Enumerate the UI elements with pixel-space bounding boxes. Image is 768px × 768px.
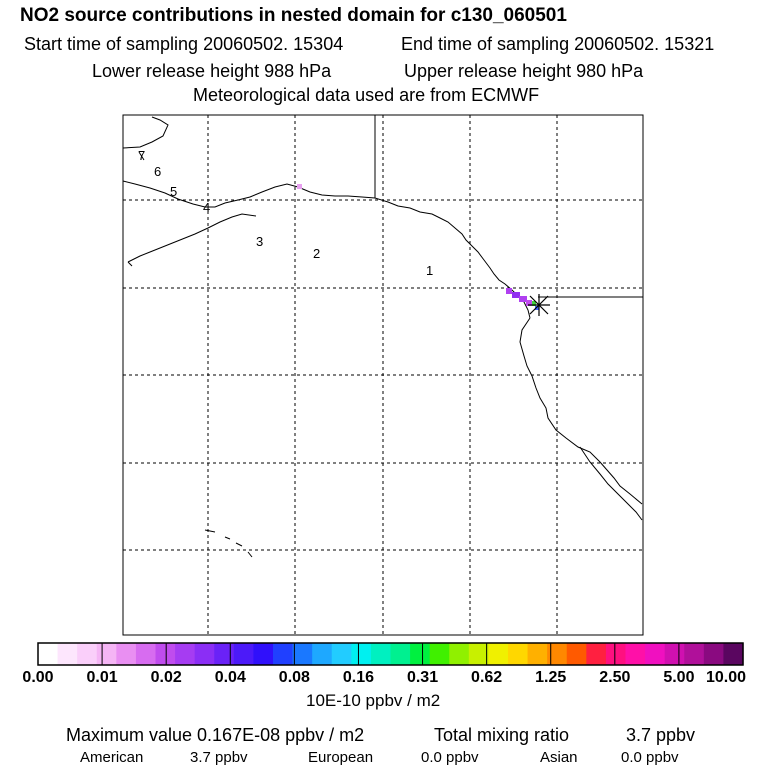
colorbar-tick-label: 5.00: [663, 669, 694, 687]
colorbar-cell: [332, 643, 352, 665]
colorbar-cell: [488, 643, 508, 665]
colorbar-cell: [645, 643, 665, 665]
asian-value: 0.0 ppbv: [621, 750, 679, 765]
colorbar-cell: [195, 643, 215, 665]
colorbar-cell: [684, 643, 704, 665]
maximum-value-label: Maximum value 0.167E-08 ppbv / m2: [66, 726, 364, 744]
european-label: European: [308, 750, 373, 765]
colorbar-tick-label: 0.16: [343, 669, 374, 687]
colorbar-cell: [567, 643, 587, 665]
colorbar-cell: [606, 643, 626, 665]
colorbar-cell: [97, 643, 117, 665]
colorbar: [0, 0, 768, 768]
colorbar-cell: [273, 643, 293, 665]
colorbar-cell: [547, 643, 567, 665]
colorbar-cell: [175, 643, 195, 665]
colorbar-cell: [469, 643, 489, 665]
colorbar-tick-label: 10.00: [706, 669, 746, 687]
colorbar-cell: [430, 643, 450, 665]
total-mixing-ratio-label: Total mixing ratio: [434, 726, 569, 744]
colorbar-unit-label: 10E-10 ppbv / m2: [306, 692, 440, 709]
colorbar-tick-label: 0.04: [215, 669, 246, 687]
colorbar-cell: [312, 643, 332, 665]
colorbar-cell: [156, 643, 176, 665]
colorbar-cell: [449, 643, 469, 665]
colorbar-cell: [253, 643, 273, 665]
colorbar-tick-label: 0.01: [87, 669, 118, 687]
colorbar-tick-label: 0.00: [22, 669, 53, 687]
colorbar-cell: [293, 643, 313, 665]
colorbar-cell: [626, 643, 646, 665]
colorbar-cell: [371, 643, 391, 665]
colorbar-cell: [528, 643, 548, 665]
colorbar-cell: [508, 643, 528, 665]
colorbar-cell: [410, 643, 430, 665]
colorbar-cell: [586, 643, 606, 665]
colorbar-tick-label: 0.31: [407, 669, 438, 687]
colorbar-cell: [234, 643, 254, 665]
colorbar-cell: [723, 643, 743, 665]
european-value: 0.0 ppbv: [421, 750, 479, 765]
colorbar-cell: [116, 643, 136, 665]
colorbar-cell: [38, 643, 58, 665]
colorbar-cell: [136, 643, 156, 665]
colorbar-cell: [58, 643, 78, 665]
colorbar-tick-label: 0.62: [471, 669, 502, 687]
american-label: American: [80, 750, 143, 765]
colorbar-cell: [704, 643, 724, 665]
asian-label: Asian: [540, 750, 578, 765]
colorbar-tick-label: 0.02: [151, 669, 182, 687]
colorbar-tick-label: 2.50: [599, 669, 630, 687]
colorbar-tick-label: 1.25: [535, 669, 566, 687]
colorbar-cell: [391, 643, 411, 665]
colorbar-cell: [351, 643, 371, 665]
colorbar-cell: [214, 643, 234, 665]
colorbar-cell: [665, 643, 685, 665]
colorbar-tick-label: 0.08: [279, 669, 310, 687]
american-value: 3.7 ppbv: [190, 750, 248, 765]
colorbar-cells: [38, 643, 744, 665]
total-mixing-ratio-value: 3.7 ppbv: [626, 726, 695, 744]
colorbar-cell: [77, 643, 97, 665]
